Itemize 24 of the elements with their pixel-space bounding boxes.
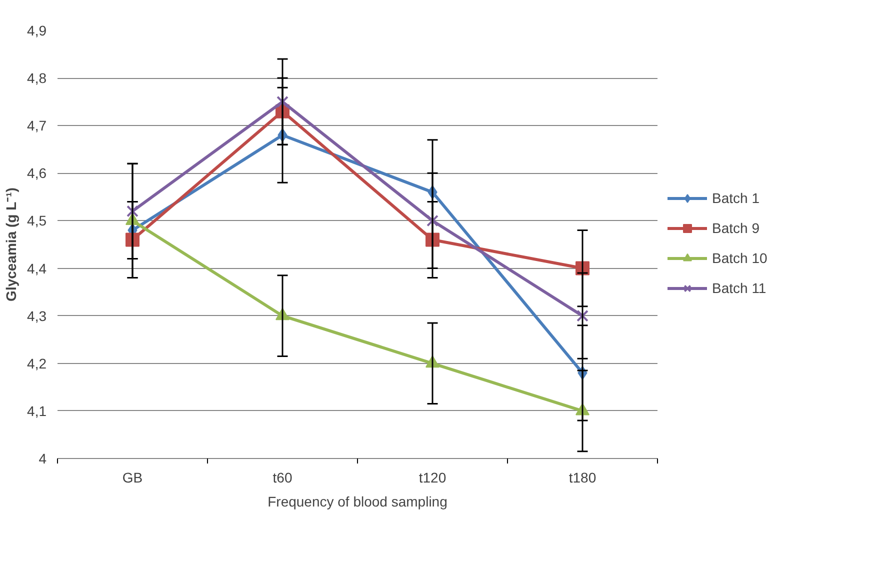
y-tick-label: 4 (38, 450, 47, 466)
y-tick-label: 4,7 (27, 118, 47, 134)
y-tick-label: 4,1 (27, 402, 47, 419)
y-tick-label: 4,2 (27, 355, 47, 372)
point (276, 96, 288, 108)
y-tick-label: 4,3 (27, 308, 47, 324)
legend-label: Batch 9 (712, 220, 760, 236)
y-tick-label: 4,8 (27, 70, 47, 86)
point (576, 310, 588, 322)
x-tick-label: t60 (272, 470, 292, 486)
y-tick-label: 4,6 (27, 165, 47, 182)
y-tick-label: 4,4 (27, 260, 47, 276)
point (126, 205, 138, 218)
legend-label: Batch 11 (712, 280, 766, 296)
y-tick-label: 4,5 (27, 212, 47, 229)
x-tick-label: t120 (418, 470, 446, 486)
x-tick-label: GB (122, 470, 143, 486)
y-tick-label: 4,9 (27, 22, 47, 38)
x-axis-title: Frequency of blood sampling (268, 494, 448, 510)
point (426, 214, 438, 227)
legend-label: Batch 1 (712, 190, 760, 206)
legend-label: Batch 10 (712, 250, 768, 266)
y-axis-title: Glyceamia (g L⁻¹) (3, 188, 20, 302)
x-tick-label: t180 (568, 470, 596, 486)
